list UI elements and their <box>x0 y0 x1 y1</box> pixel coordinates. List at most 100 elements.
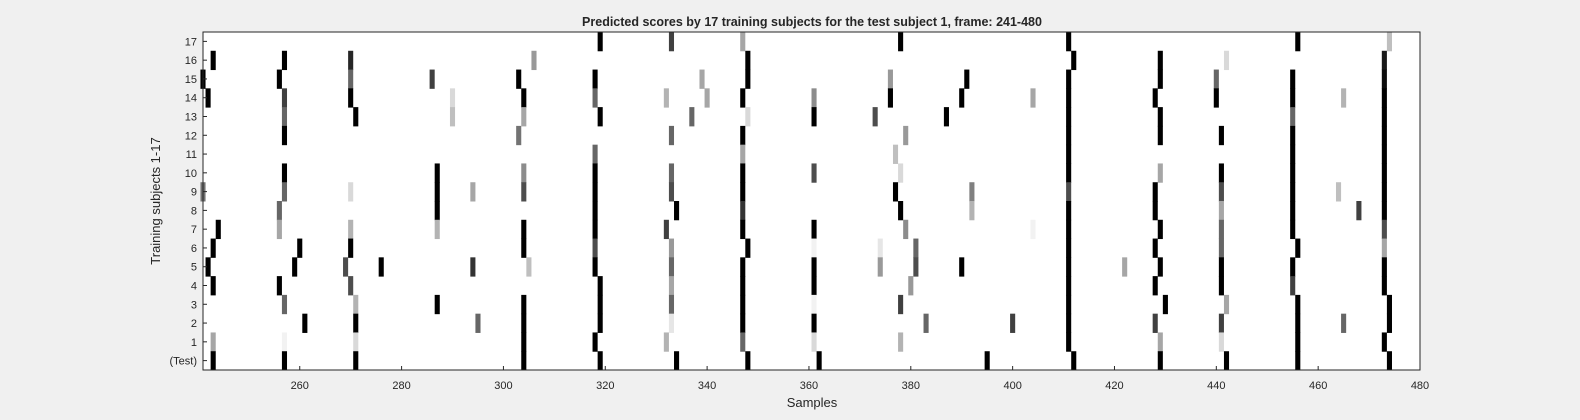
heatmap-cell <box>969 182 975 202</box>
heatmap-cell <box>353 332 359 352</box>
heatmap-cell <box>353 107 359 127</box>
heatmap-cell <box>348 69 354 89</box>
heatmap-cell <box>745 69 751 89</box>
heatmap-cell <box>1152 313 1158 333</box>
heatmap-cell <box>1218 276 1224 296</box>
heatmap-cell <box>1218 219 1224 240</box>
x-tick-label: 480 <box>1411 380 1429 392</box>
heatmap-cell <box>1290 257 1296 277</box>
heatmap-cell <box>668 257 675 277</box>
heatmap-cell <box>1066 69 1072 89</box>
heatmap-cell <box>302 313 308 333</box>
heatmap-cell <box>1218 332 1224 352</box>
heatmap-cell <box>1290 125 1296 146</box>
heatmap-cells <box>200 32 1392 371</box>
heatmap-cell <box>1066 332 1072 352</box>
heatmap-cell <box>281 163 288 183</box>
heatmap-cell <box>592 182 598 202</box>
heatmap-cell <box>811 238 817 258</box>
heatmap-cell <box>1157 219 1163 240</box>
y-tick-label: 8 <box>191 205 197 217</box>
heatmap-cell <box>1290 201 1296 221</box>
heatmap-cell <box>353 351 359 371</box>
heatmap-cell <box>811 294 817 315</box>
heatmap-cell <box>984 351 990 371</box>
heatmap-cell <box>1381 125 1387 146</box>
heatmap-cell <box>1290 144 1296 164</box>
heatmap-cell <box>740 276 746 296</box>
heatmap-cell <box>210 351 216 371</box>
y-axis-ticks: 17 16 15 14 13 12 11 10 9 8 7 6 5 4 3 2 1 (Test) <box>170 36 207 368</box>
heatmap-cell <box>1152 276 1158 296</box>
heatmap-cell <box>1066 276 1072 296</box>
heatmap-cell <box>1218 182 1224 202</box>
heatmap-cell <box>903 219 909 240</box>
heatmap-cell <box>281 332 288 352</box>
heatmap-cell <box>343 257 349 277</box>
heatmap-cell <box>592 257 598 277</box>
heatmap-cell <box>877 238 883 258</box>
heatmap-cell <box>1157 50 1163 71</box>
heatmap-cell <box>592 144 598 164</box>
heatmap-cell <box>740 294 746 315</box>
heatmap-cell <box>668 182 675 202</box>
heatmap-cell <box>597 294 603 315</box>
heatmap-cell <box>740 144 746 164</box>
heatmap-cell <box>434 294 440 315</box>
heatmap-cell <box>908 276 914 296</box>
heatmap-cell <box>1295 332 1301 352</box>
heatmap-cell <box>521 182 527 202</box>
heatmap-cell <box>740 219 746 240</box>
y-tick-label: 15 <box>185 74 197 86</box>
y-tick-label: 16 <box>185 55 197 67</box>
heatmap-cell <box>348 276 354 296</box>
heatmap-cell <box>959 257 965 277</box>
heatmap-cell <box>913 257 919 277</box>
heatmap-cell <box>1066 219 1072 240</box>
heatmap-cell <box>745 351 751 371</box>
y-tick-label: 9 <box>191 187 197 199</box>
heatmap-cell <box>943 107 949 127</box>
heatmap-cell <box>1341 313 1347 333</box>
heatmap-cell <box>668 32 675 52</box>
heatmap-cell <box>592 201 598 221</box>
heatmap-cell <box>898 201 904 221</box>
heatmap-cell <box>1386 32 1392 52</box>
heatmap-cell <box>1290 276 1296 296</box>
heatmap-cell <box>281 125 288 146</box>
heatmap-cell <box>887 88 893 108</box>
heatmap-cell <box>1066 182 1072 202</box>
heatmap-cell <box>526 257 532 277</box>
heatmap-cell <box>668 313 675 333</box>
heatmap-cell <box>811 219 817 240</box>
heatmap-cell <box>811 107 817 127</box>
heatmap-cell <box>592 238 598 258</box>
heatmap-cell <box>592 69 598 89</box>
heatmap-cell <box>1066 257 1072 277</box>
heatmap-cell <box>1341 88 1347 108</box>
heatmap-cell <box>597 107 603 127</box>
heatmap-cell <box>1290 182 1296 202</box>
heatmap-cell <box>1290 88 1296 108</box>
heatmap-cell <box>1218 201 1224 221</box>
heatmap-cell <box>959 88 965 108</box>
heatmap-cell <box>353 294 359 315</box>
heatmap-cell <box>704 88 710 108</box>
heatmap-cell <box>745 50 751 71</box>
heatmap-cell <box>745 238 751 258</box>
heatmap-cell <box>1218 257 1224 277</box>
heatmap-cell <box>898 163 904 183</box>
heatmap-cell <box>1071 50 1077 71</box>
heatmap-cell <box>1218 163 1224 183</box>
heatmap-cell <box>1152 238 1158 258</box>
heatmap-cell <box>1223 50 1230 71</box>
heatmap-cell <box>348 238 354 258</box>
heatmap-cell <box>1381 219 1387 240</box>
heatmap-cell <box>1122 257 1128 277</box>
heatmap-cell <box>205 257 211 277</box>
heatmap-cell <box>663 88 669 108</box>
heatmap-cell <box>1381 107 1387 127</box>
heatmap-cell <box>429 69 435 89</box>
heatmap-cell <box>892 182 899 202</box>
heatmap-cell <box>1152 88 1158 108</box>
